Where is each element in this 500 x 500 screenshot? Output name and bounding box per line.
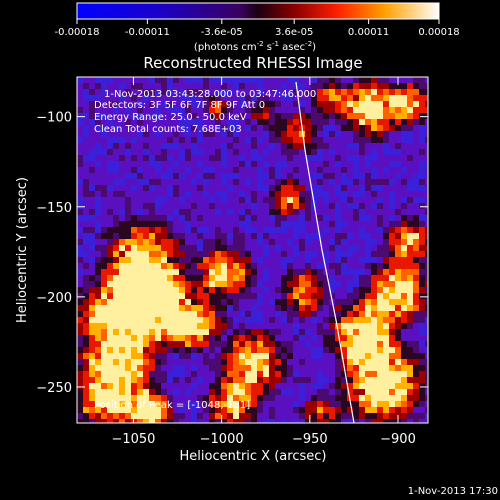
detectors-label: Detectors: 3F 5F 6F 7F 8F 9F Att 0 [94, 100, 265, 111]
colorbar-tick-label: -0.00018 [55, 27, 100, 38]
y-tick-label: −250 [36, 381, 72, 396]
colorbar-tick-label: 0.00018 [418, 27, 459, 38]
x-axis-label: Heliocentric X (arcsec) [180, 449, 327, 464]
y-tick-label: −150 [36, 201, 72, 216]
energy-range-label: Energy Range: 25.0 - 50.0 keV [94, 112, 247, 123]
x-tick-label: −1000 [200, 432, 244, 447]
colorbar-frame [76, 2, 440, 20]
solar-limb-line [295, 81, 355, 423]
plot-frame [76, 76, 429, 424]
peak-position-label: Position of Peak = [-1048,-181] [94, 400, 250, 411]
colorbar-tick-label: -0.00011 [125, 27, 170, 38]
y-tick-label: −100 [36, 111, 72, 126]
y-axis-ticks: −100 −150 −200 −250 [36, 111, 428, 396]
colorbar-units: (photons cm-2 s-1 asec-2) [194, 40, 316, 53]
x-tick-label: −950 [292, 432, 328, 447]
x-axis-ticks: −1050 −1000 −950 −900 [111, 77, 416, 447]
colorbar [77, 3, 439, 19]
y-tick-label: −200 [36, 291, 72, 306]
colorbar-tick-label: 0.00011 [348, 27, 389, 38]
x-tick-label: −900 [380, 432, 416, 447]
colorbar-tick-label: 3.6e-05 [275, 27, 313, 38]
colorbar-tick-label: -3.6e-05 [201, 27, 243, 38]
time-range-label: 1-Nov-2013 03:43:28.000 to 03:47:46.000 [104, 89, 316, 100]
footer-date: 1-Nov-2013 17:30 [408, 486, 498, 497]
rhessi-image [77, 77, 428, 423]
clean-counts-label: Clean Total counts: 7.68E+03 [94, 124, 242, 135]
colorbar-ticks: -0.00018 -0.00011 -3.6e-05 3.6e-05 0.00011 0.… [55, 19, 460, 38]
x-tick-label: −1050 [111, 432, 155, 447]
image-title: Reconstructed RHESSI Image [143, 54, 362, 72]
y-axis-label: Heliocentric Y (arcsec) [15, 177, 30, 323]
